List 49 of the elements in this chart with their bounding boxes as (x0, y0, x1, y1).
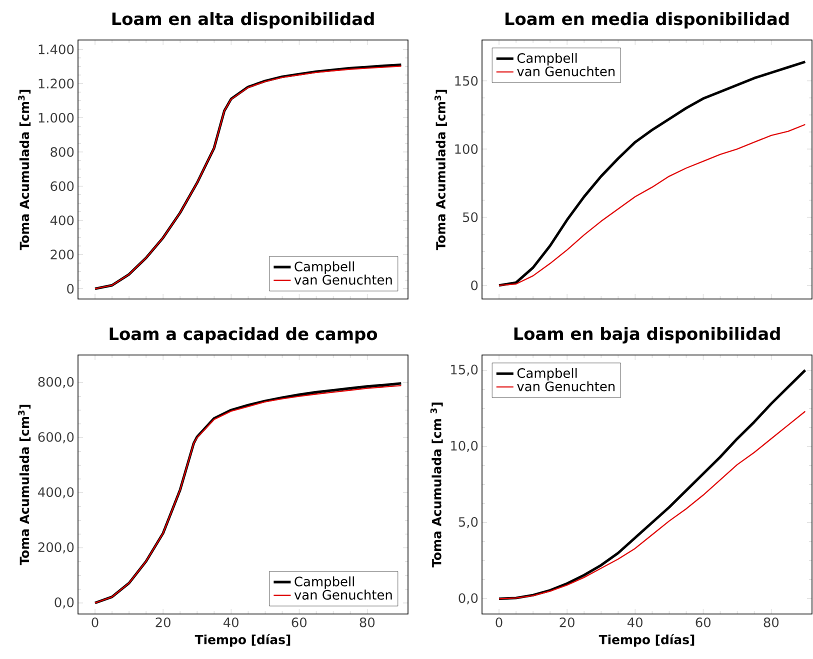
x-tick-label: 40 (627, 618, 642, 628)
legend-label: van Genuchten (517, 381, 615, 392)
y-tick-label: 50 (463, 212, 478, 222)
x-tick-label: 60 (696, 618, 711, 628)
y-tick-label: 15,0 (451, 364, 478, 376)
x-tick-label: 0 (496, 618, 502, 628)
y-tick-label: 600 (50, 181, 74, 192)
y-tick-label: 800 (50, 147, 74, 157)
legend-label: van Genuchten (294, 274, 392, 285)
y-axis-title: Toma Acumulada [cm$^{3}$] (18, 404, 31, 566)
y-tick-label: 600,0 (38, 432, 74, 444)
y-tick-label: 1.000 (38, 112, 74, 123)
chart-title: Loam en alta disponibilidad (112, 12, 374, 28)
x-tick-label: 40 (223, 618, 238, 628)
x-tick-label: 80 (764, 618, 779, 628)
legend-label: Campbell (294, 576, 354, 589)
chart-title: Loam en media disponibilidad (506, 12, 789, 28)
y-tick-label: 400,0 (38, 487, 74, 498)
x-tick-label: 20 (156, 618, 170, 628)
y-tick-label: 800,0 (38, 376, 74, 388)
y-tick-label: 150 (455, 76, 478, 86)
legend-label: Campbell (294, 261, 354, 274)
y-tick-label: 0,0 (458, 593, 478, 604)
chart-title: Loam en baja disponibilidad (514, 326, 780, 344)
y-tick-label: 0,0 (54, 597, 74, 609)
y-tick-label: 400 (50, 215, 74, 226)
legend-label: van Genuchten (517, 66, 615, 76)
y-axis-title: Toma Acumulada [cm$^{3}$] (434, 90, 447, 250)
y-tick-label: 1.400 (38, 44, 74, 54)
x-tick-label: 60 (292, 618, 307, 628)
y-axis-title: Toma Acumulada [cm $^{3}$] (430, 402, 443, 568)
x-axis-title: Tiempo [días] (194, 634, 290, 647)
y-tick-label: 0 (67, 284, 74, 294)
y-tick-label: 5,0 (458, 517, 478, 528)
x-axis-title: Tiempo [días] (598, 634, 694, 647)
y-axis-title: Toma Acumulada [cm$^{3}$] (18, 90, 31, 250)
x-tick-label: 0 (92, 618, 98, 628)
y-tick-label: 1.200 (38, 78, 74, 88)
legend-label: Campbell (517, 52, 577, 66)
legend-label: van Genuchten (294, 590, 392, 600)
y-tick-label: 10,0 (451, 440, 478, 452)
y-tick-label: 200 (50, 250, 74, 260)
legend-label: Campbell (517, 368, 577, 380)
y-tick-label: 200,0 (38, 542, 74, 554)
chart-title: Loam a capacidad de campo (110, 327, 378, 344)
x-tick-label: 20 (560, 618, 574, 628)
x-tick-label: 80 (360, 618, 375, 628)
y-tick-label: 0 (471, 280, 478, 290)
y-tick-label: 100 (455, 144, 478, 154)
